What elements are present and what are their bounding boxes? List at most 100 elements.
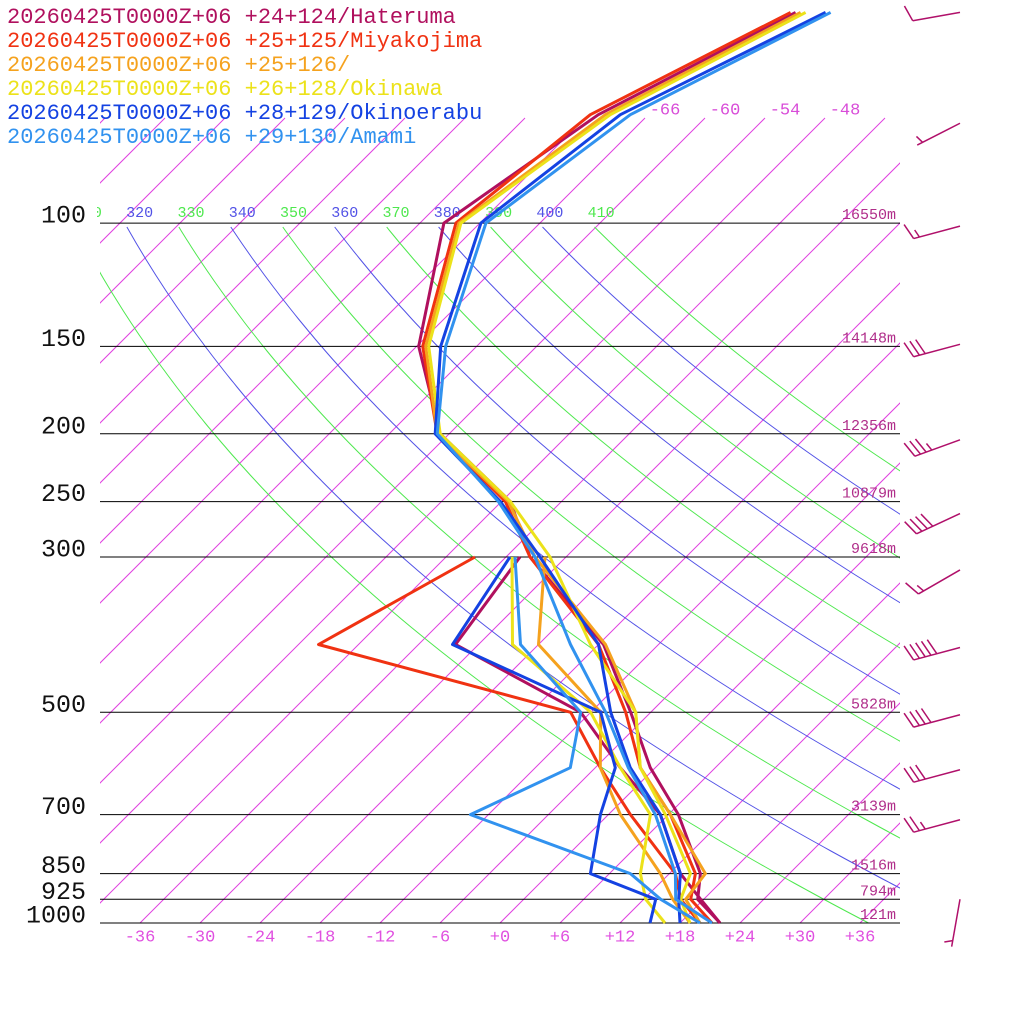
dewpoint-line bbox=[468, 556, 701, 925]
barb bbox=[903, 224, 921, 239]
barb bbox=[903, 764, 926, 783]
barb-flag bbox=[915, 764, 926, 780]
barb bbox=[905, 582, 925, 595]
x-tick-label: -30 bbox=[185, 928, 216, 947]
barb-flag bbox=[944, 939, 953, 943]
temperature-line bbox=[421, 11, 792, 925]
dry-adiabat bbox=[542, 226, 900, 515]
barb-shaft bbox=[912, 11, 961, 22]
isotherm bbox=[139, 162, 900, 924]
barb-shaft bbox=[918, 569, 961, 595]
legend-entry: 20260425T0000Z+06 +24+124/Hateruma bbox=[7, 5, 456, 30]
isotherm bbox=[100, 117, 886, 904]
adiabat-label: 340 bbox=[229, 205, 256, 222]
adiabat-label: 400 bbox=[536, 205, 563, 222]
isotherm bbox=[439, 462, 900, 924]
adiabat-label: 320 bbox=[126, 205, 153, 222]
wind-barbs bbox=[903, 5, 961, 947]
barb-shaft bbox=[913, 819, 961, 833]
isotherm bbox=[100, 117, 466, 484]
isotherm bbox=[259, 282, 900, 924]
adiabat-labels: 310320330340350360370380390400410 bbox=[75, 205, 615, 222]
temperature-line bbox=[435, 11, 832, 925]
y-tick-label: 700 bbox=[41, 793, 86, 822]
isotherm bbox=[100, 117, 826, 844]
barb-flag bbox=[915, 709, 926, 725]
dry-adiabat bbox=[386, 226, 900, 649]
isotherm-label: -54 bbox=[770, 101, 801, 120]
barb-flag bbox=[915, 339, 926, 355]
isotherm bbox=[100, 117, 346, 364]
barb-flag bbox=[904, 521, 918, 535]
x-tick-label: -6 bbox=[430, 928, 450, 947]
height-label: 5828m bbox=[851, 696, 896, 713]
x-tick-label: +6 bbox=[550, 928, 570, 947]
temperature-line bbox=[433, 11, 827, 924]
isotherm bbox=[319, 342, 900, 924]
isotherm bbox=[100, 117, 286, 304]
barb bbox=[903, 339, 926, 358]
isotherm bbox=[559, 582, 900, 924]
barb-flag bbox=[909, 340, 921, 356]
y-tick-label: 500 bbox=[41, 691, 86, 720]
adiabat-label: 410 bbox=[588, 205, 615, 222]
legend-entry: 20260425T0000Z+06 +25+125/Miyakojima bbox=[7, 29, 482, 54]
barb-flag bbox=[909, 816, 921, 832]
isotherm bbox=[679, 702, 900, 924]
dewpoint-line bbox=[451, 556, 658, 924]
isotherm bbox=[619, 642, 900, 924]
adiabat-label: 310 bbox=[75, 205, 102, 222]
x-tick-label: -24 bbox=[245, 928, 276, 947]
barb-shaft bbox=[916, 122, 961, 146]
y-tick-label: 1000 bbox=[26, 902, 86, 931]
barb bbox=[903, 816, 926, 833]
axes: -36 -30 -24 -18 -12 -6 +0 +6 +12 +18 +24 +30 +36 -66 -… bbox=[26, 101, 900, 947]
barb-flag bbox=[903, 817, 915, 833]
barb bbox=[903, 639, 938, 661]
barb-shaft bbox=[950, 899, 961, 947]
dry-adiabat bbox=[438, 226, 900, 604]
height-label: 1516m bbox=[851, 858, 896, 875]
barb-flag bbox=[925, 443, 933, 451]
isotherm bbox=[379, 402, 900, 924]
barb-flag bbox=[920, 640, 932, 656]
barb-flag bbox=[903, 5, 914, 22]
barb-flag bbox=[920, 513, 934, 527]
barb-flag bbox=[903, 712, 915, 728]
legend-entry: 20260425T0000Z+06 +25+126/ bbox=[7, 53, 350, 78]
barb-flag bbox=[916, 584, 925, 592]
barb-flag bbox=[915, 642, 926, 658]
dry-adiabat bbox=[126, 226, 900, 889]
isotherm bbox=[100, 117, 646, 664]
barb-shaft bbox=[916, 512, 961, 535]
y-tick-label: 200 bbox=[41, 412, 86, 441]
height-label: 3139m bbox=[851, 799, 896, 816]
x-tick-label: +18 bbox=[665, 928, 696, 947]
barb-shaft bbox=[913, 343, 961, 358]
y-tick-label: 925 bbox=[41, 878, 86, 907]
y-tick-label: 250 bbox=[41, 480, 86, 509]
isotherm bbox=[739, 762, 900, 924]
x-tick-label: +30 bbox=[785, 928, 816, 947]
adiabat-label: 330 bbox=[177, 205, 204, 222]
barb-flag bbox=[926, 639, 938, 655]
height-label: 9618m bbox=[851, 541, 896, 558]
y-tick-label: 150 bbox=[41, 325, 86, 354]
y-tick-label: 300 bbox=[41, 536, 86, 565]
dry-adiabat bbox=[282, 226, 900, 742]
legend-entry: 20260425T0000Z+06 +29+130/Amami bbox=[7, 125, 416, 150]
x-tick-label: -18 bbox=[305, 928, 336, 947]
barb-flag bbox=[909, 518, 923, 532]
y-tick-label: 100 bbox=[41, 202, 86, 231]
height-label: 10879m bbox=[842, 486, 896, 503]
x-tick-label: +24 bbox=[725, 928, 756, 947]
barb-flag bbox=[903, 442, 916, 457]
isotherm bbox=[199, 222, 900, 924]
height-label: 121m bbox=[860, 907, 896, 924]
x-tick-label: +12 bbox=[605, 928, 636, 947]
barb-flag bbox=[909, 766, 921, 782]
barb-shaft bbox=[913, 225, 961, 240]
profiles bbox=[317, 11, 832, 925]
barb-flag bbox=[903, 645, 915, 661]
legend-entry: 20260425T0000Z+06 +26+128/Okinawa bbox=[7, 77, 443, 102]
